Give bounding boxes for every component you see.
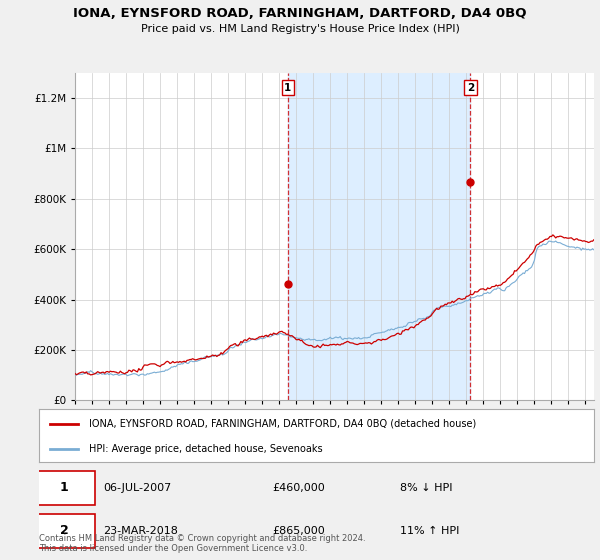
Text: HPI: Average price, detached house, Sevenoaks: HPI: Average price, detached house, Seve… [89, 444, 323, 454]
Text: £460,000: £460,000 [272, 483, 325, 493]
Text: 06-JUL-2007: 06-JUL-2007 [103, 483, 171, 493]
Text: 8% ↓ HPI: 8% ↓ HPI [400, 483, 452, 493]
Bar [288, 73, 470, 400]
Text: 1: 1 [284, 82, 292, 92]
Text: IONA, EYNSFORD ROAD, FARNINGHAM, DARTFORD, DA4 0BQ (detached house): IONA, EYNSFORD ROAD, FARNINGHAM, DARTFOR… [89, 419, 476, 429]
Text: 1: 1 [59, 481, 68, 494]
Text: 2: 2 [467, 82, 474, 92]
Text: 23-MAR-2018: 23-MAR-2018 [103, 526, 178, 536]
Text: Contains HM Land Registry data © Crown copyright and database right 2024.
This d: Contains HM Land Registry data © Crown c… [39, 534, 365, 553]
Text: 11% ↑ HPI: 11% ↑ HPI [400, 526, 459, 536]
Text: 2: 2 [59, 524, 68, 538]
FancyBboxPatch shape [34, 471, 95, 505]
Text: £865,000: £865,000 [272, 526, 325, 536]
FancyBboxPatch shape [34, 514, 95, 548]
Text: IONA, EYNSFORD ROAD, FARNINGHAM, DARTFORD, DA4 0BQ: IONA, EYNSFORD ROAD, FARNINGHAM, DARTFOR… [73, 7, 527, 20]
Text: Price paid vs. HM Land Registry's House Price Index (HPI): Price paid vs. HM Land Registry's House … [140, 24, 460, 34]
